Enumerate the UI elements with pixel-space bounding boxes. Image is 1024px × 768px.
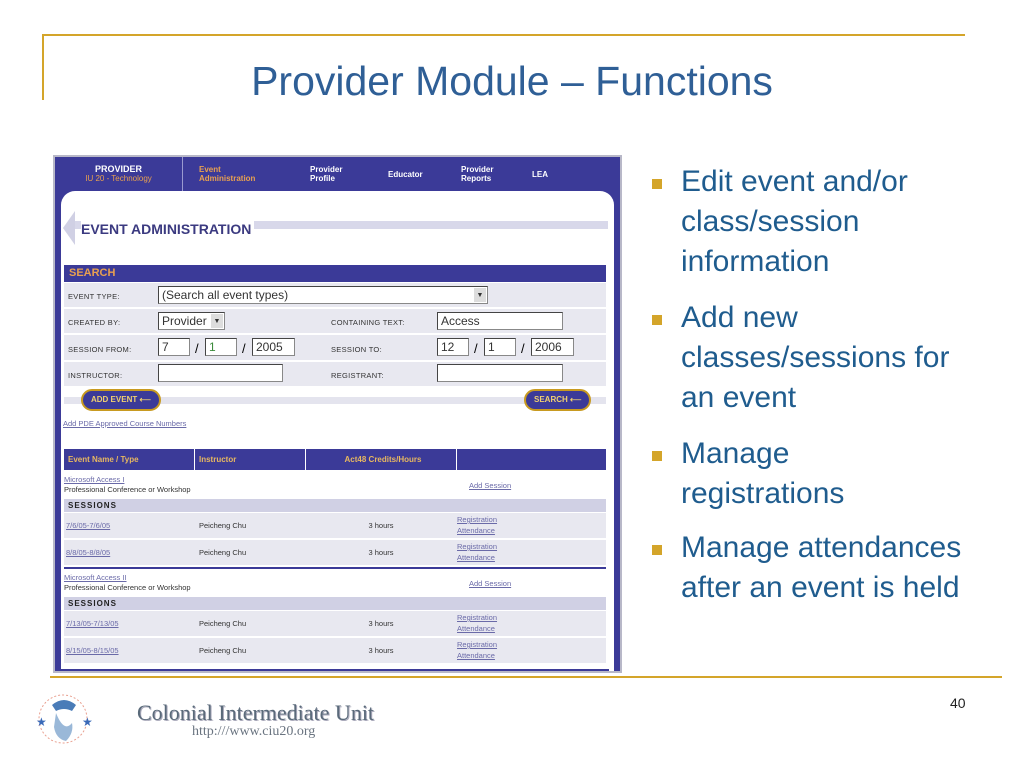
registration-link[interactable]: Registration [457,542,498,551]
event-type: Professional Conference or Workshop [64,485,191,494]
session-instructor: Peicheng Chu [199,548,247,557]
left-rule [42,34,44,100]
heading-bar [71,221,608,229]
slash: / [474,341,478,356]
add-session-link[interactable]: Add Session [469,481,512,490]
bullet-text: Manage registrations [681,437,845,510]
org-url: http:///www.ciu20.org [192,724,316,739]
nav-provider: PROVIDER IU 20 - Technology [55,157,183,191]
event-name-link[interactable]: Microsoft Access II [64,573,127,582]
session-hours: 3 hours [368,548,394,557]
top-rule [42,34,965,36]
chevron-down-icon: ▼ [474,288,486,302]
session-hours: 3 hours [368,619,394,628]
bullet-icon [652,315,662,325]
button-bar [64,397,606,404]
table-row [64,611,606,636]
slash: / [521,341,525,356]
registration-link[interactable]: Registration [457,640,498,649]
slash: / [242,341,246,356]
col-event-name: Event Name / Type [64,449,194,470]
session-to-year[interactable]: 2006 [531,338,574,356]
search-header: SEARCH [64,265,606,282]
attendance-link[interactable]: Attendance [457,624,495,633]
session-hours: 3 hours [368,521,394,530]
created-by-select[interactable]: Provider ▼ [158,312,225,330]
table-row [64,540,606,565]
add-pde-link[interactable]: Add PDE Approved Course Numbers [63,419,187,428]
session-to-label: SESSION TO: [331,345,382,354]
bullet-icon [652,179,662,189]
nav-provider-profile[interactable]: Provider Profile [310,165,343,183]
event-name-link[interactable]: Microsoft Access I [64,475,125,484]
add-event-button[interactable]: ADD EVENT ⟵ [81,389,161,411]
instructor-input[interactable] [158,364,283,382]
bottom-rule [50,676,1002,678]
event-type: Professional Conference or Workshop [64,583,191,592]
table-row [64,513,606,538]
session-date-link[interactable]: 7/13/05-7/13/05 [66,619,119,628]
svg-text:★: ★ [36,715,47,729]
nav-event-admin[interactable]: Event Administration [199,165,256,183]
session-instructor: Peicheng Chu [199,521,247,530]
registration-link[interactable]: Registration [457,515,498,524]
slash: / [195,341,199,356]
event-divider [64,567,606,569]
event-type-label: EVENT TYPE: [68,292,120,301]
chevron-down-icon: ▼ [211,314,223,328]
registrant-label: REGISTRANT: [331,371,384,380]
attendance-link[interactable]: Attendance [457,651,495,660]
search-button[interactable]: SEARCH ⟵ [524,389,592,411]
instructor-label: INSTRUCTOR: [68,371,123,380]
containing-text-label: CONTAINING TEXT: [331,318,405,327]
attendance-link[interactable]: Attendance [457,526,495,535]
session-from-day[interactable]: 1 [205,338,237,356]
ciu-logo: ★ ★ [28,683,98,758]
session-hours: 3 hours [368,646,394,655]
table-bottom-bar [61,669,609,671]
events-table: Event Name / Type Instructor Act48 Credi… [61,449,609,671]
session-instructor: Peicheng Chu [199,619,247,628]
sessions-label: SESSIONS [64,499,606,512]
session-from-month[interactable]: 7 [158,338,190,356]
session-to-month[interactable]: 12 [437,338,469,356]
col-actions [457,449,606,470]
bullet-icon [652,451,662,461]
org-name: Colonial Intermediate Unit [137,700,375,725]
col-instructor: Instructor [195,449,305,470]
back-arrow-icon [63,211,75,245]
bullet-text: Add new classes/sessions for an event [681,301,950,414]
bullet-text: Edit event and/or class/session informat… [681,165,908,278]
session-from-year[interactable]: 2005 [252,338,295,356]
attendance-link[interactable]: Attendance [457,553,495,562]
nav-educator[interactable]: Educator [388,169,423,179]
nav-provider-reports[interactable]: Provider Reports [461,165,494,183]
session-date-link[interactable]: 8/8/05-8/8/05 [66,548,111,557]
embedded-screenshot: PROVIDER IU 20 - Technology Event Admini… [53,155,622,673]
bullet-icon [652,545,662,555]
col-credits: Act48 Credits/Hours [306,449,456,470]
session-to-day[interactable]: 1 [484,338,516,356]
containing-text-input[interactable]: Access [437,312,563,330]
created-by-label: CREATED BY: [68,318,121,327]
registration-link[interactable]: Registration [457,613,498,622]
add-session-link[interactable]: Add Session [469,579,512,588]
page-heading: EVENT ADMINISTRATION [81,221,255,237]
sessions-label: SESSIONS [64,597,606,610]
registrant-input[interactable] [437,364,563,382]
nav-lea[interactable]: LEA [532,169,548,179]
svg-text:★: ★ [82,715,93,729]
page-number: 40 [950,695,966,711]
slide-title: Provider Module – Functions [251,58,773,104]
table-row [64,638,606,663]
session-instructor: Peicheng Chu [199,646,247,655]
event-type-select[interactable]: (Search all event types) ▼ [158,286,488,304]
session-date-link[interactable]: 7/6/05-7/6/05 [66,521,111,530]
bullet-text: Manage attendances after an event is hel… [681,531,962,604]
session-date-link[interactable]: 8/15/05-8/15/05 [66,646,119,655]
session-from-label: SESSION FROM: [68,345,132,354]
